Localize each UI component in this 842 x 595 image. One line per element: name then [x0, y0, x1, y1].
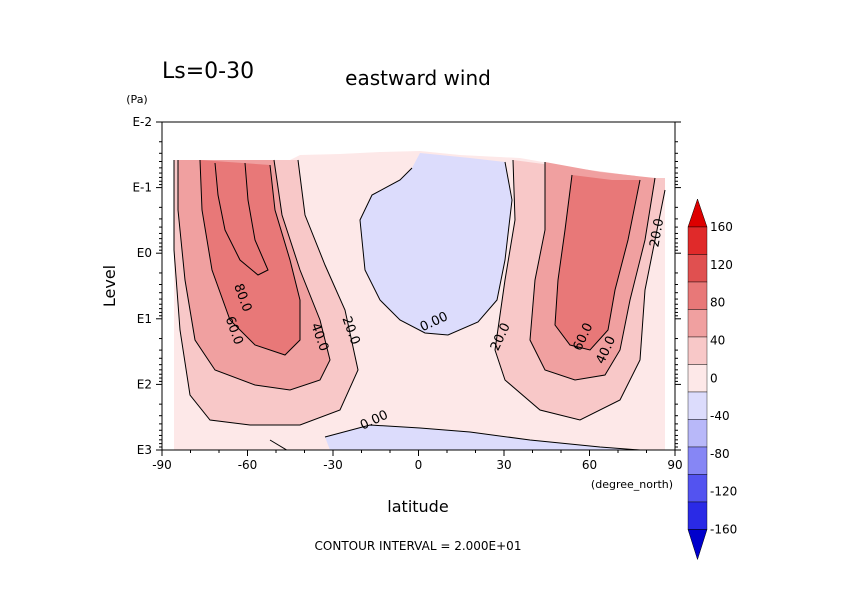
colorbar-bin [687, 391, 708, 420]
colorbar-label: 40 [710, 333, 725, 347]
colorbar-label: 120 [710, 258, 733, 272]
y-tick-label: E-2 [132, 115, 152, 129]
colorbar-bin [687, 254, 708, 283]
colorbar-label: -80 [710, 447, 730, 461]
x-axis-label: latitude [387, 497, 448, 516]
contour-label: 20.0 [647, 217, 667, 248]
x-tick-label: 60 [582, 458, 597, 472]
colorbar-bin [687, 419, 708, 448]
y-tick-label: E3 [137, 443, 152, 457]
contour-lines [173, 159, 666, 450]
contour-fills [174, 151, 665, 450]
fill-neg-upper [360, 153, 512, 335]
colorbar-label: 160 [710, 220, 733, 234]
contour-line-40-right [529, 162, 656, 381]
x-tick-label: 30 [496, 458, 511, 472]
colorbar-label: 0 [710, 371, 718, 385]
contour-line-0-upper [359, 161, 513, 336]
contour-line-60-right [554, 174, 641, 351]
y-units: (Pa) [126, 93, 147, 106]
colorbar-label: 80 [710, 296, 725, 310]
y-tick-label: E2 [137, 377, 152, 391]
colorbar-label: -160 [710, 523, 737, 537]
contour-line-0-lower [324, 424, 641, 450]
colorbar-bin [687, 501, 708, 530]
y-tick-label: E-1 [132, 181, 152, 195]
colorbar-top-arrow [687, 198, 708, 228]
colorbar-bin [687, 226, 708, 255]
y-tick-label: E0 [137, 246, 152, 260]
fill-80-100-left [215, 163, 268, 275]
fill-60-80-right [555, 175, 640, 350]
x-tick-label: -60 [238, 458, 258, 472]
x-tick-label: -30 [323, 458, 343, 472]
colorbar-bin [687, 281, 708, 310]
colorbar-bin [687, 474, 708, 503]
colorbar-label: -40 [710, 409, 730, 423]
colorbar-bin [687, 446, 708, 475]
fill-neg-lower [325, 425, 640, 450]
contour-line-40-left [177, 159, 331, 391]
chart-title: eastward wind [345, 66, 491, 90]
contour-line-bottom-left [269, 439, 288, 450]
contour-line-20-left [173, 159, 359, 426]
contour-line-20-right [494, 159, 666, 421]
x-tick-label: 90 [667, 458, 682, 472]
x-axis-ticks: -90 -60 -30 0 30 60 90 [152, 450, 683, 472]
y-axis-label: Level [100, 265, 119, 307]
colorbar-label: -120 [710, 485, 737, 499]
contour-interval-note: CONTOUR INTERVAL = 2.000E+01 [315, 539, 522, 553]
colorbar: 160 120 80 40 0 -40 -80 -120 -160 [687, 198, 737, 561]
colorbar-bin [687, 364, 708, 393]
colorbar-bottom-arrow [687, 529, 708, 561]
x-tick-label: 0 [415, 458, 423, 472]
y-axis-ticks: E-2 E-1 E0 E1 E2 E3 [132, 115, 681, 457]
colorbar-bin [687, 309, 708, 338]
x-tick-label: -90 [152, 458, 172, 472]
contour-line-80-left [214, 162, 269, 276]
x-units: (degree_north) [591, 478, 673, 491]
period-label: Ls=0-30 [162, 59, 254, 84]
y-tick-label: E1 [137, 312, 152, 326]
colorbar-bin [687, 336, 708, 365]
contour-line-60-left [199, 159, 301, 356]
